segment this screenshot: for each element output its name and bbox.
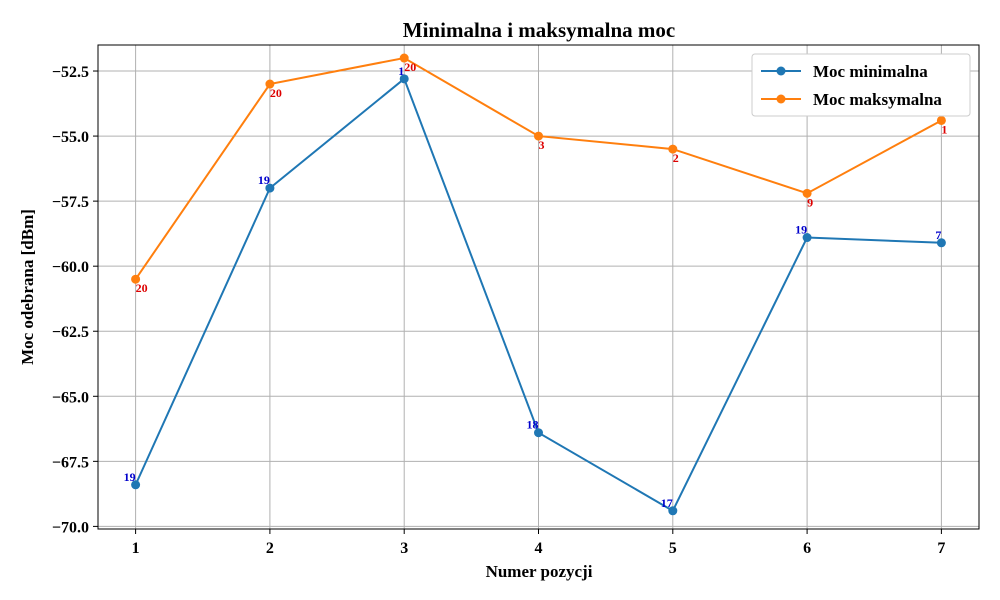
x-tick-label: 4 <box>535 540 543 557</box>
data-label: 7 <box>935 228 941 242</box>
y-axis-label: Moc odebrana [dBm] <box>18 209 37 365</box>
data-label: 19 <box>258 173 270 187</box>
data-point <box>668 506 678 516</box>
data-label: 3 <box>539 138 545 152</box>
legend: Moc minimalna Moc maksymalna <box>751 53 971 117</box>
data-point <box>936 115 946 125</box>
x-tick-label: 6 <box>803 540 811 557</box>
x-tick-label: 3 <box>400 540 408 557</box>
legend-label: Moc minimalna <box>813 62 928 81</box>
y-tick-label: −57.5 <box>52 194 89 211</box>
legend-box <box>751 53 971 117</box>
data-point <box>936 238 946 248</box>
x-axis: 1 2 3 4 5 6 7 <box>132 529 945 557</box>
data-point <box>399 53 409 63</box>
data-label: 9 <box>807 195 813 209</box>
y-tick-label: −55.0 <box>52 129 89 146</box>
x-tick-label: 7 <box>937 540 945 557</box>
point-labels: 19 19 1 18 17 19 7 20 20 20 3 2 9 1 <box>124 60 948 510</box>
data-label: 20 <box>136 281 148 295</box>
data-point <box>802 188 812 198</box>
y-tick-label: −67.5 <box>52 454 89 471</box>
x-tick-label: 1 <box>132 540 140 557</box>
y-tick-label: −60.0 <box>52 259 89 276</box>
data-point <box>265 79 275 89</box>
data-point <box>265 183 275 193</box>
data-label: 1 <box>941 122 947 136</box>
grid-lines <box>98 45 979 529</box>
chart-title: Minimalna i maksymalna moc <box>403 18 675 42</box>
data-label: 20 <box>404 60 416 74</box>
x-tick-label: 5 <box>669 540 677 557</box>
data-label: 2 <box>673 151 679 165</box>
data-point <box>534 428 543 438</box>
series-layer <box>131 53 946 516</box>
y-tick-label: −70.0 <box>52 519 89 536</box>
y-tick-label: −65.0 <box>52 389 89 406</box>
data-point <box>131 274 141 284</box>
data-point <box>802 233 812 243</box>
y-tick-label: −52.5 <box>52 64 89 81</box>
data-point <box>131 480 141 490</box>
legend-marker <box>776 66 786 76</box>
data-label: 19 <box>795 223 807 237</box>
legend-label: Moc maksymalna <box>813 90 942 109</box>
data-label: 19 <box>124 470 136 484</box>
y-tick-label: −62.5 <box>52 324 89 341</box>
data-point <box>534 131 543 141</box>
data-label: 20 <box>270 86 282 100</box>
legend-marker <box>776 94 786 104</box>
data-label: 17 <box>661 496 673 510</box>
x-axis-label: Numer pozycji <box>486 562 593 581</box>
x-tick-label: 2 <box>266 540 274 557</box>
data-label: 1 <box>398 64 404 78</box>
data-point <box>668 144 678 154</box>
y-axis: −52.5 −55.0 −57.5 −60.0 −62.5 −65.0 −67.5 −70.0 <box>52 64 98 536</box>
data-label: 18 <box>527 418 539 432</box>
data-point <box>399 74 409 84</box>
